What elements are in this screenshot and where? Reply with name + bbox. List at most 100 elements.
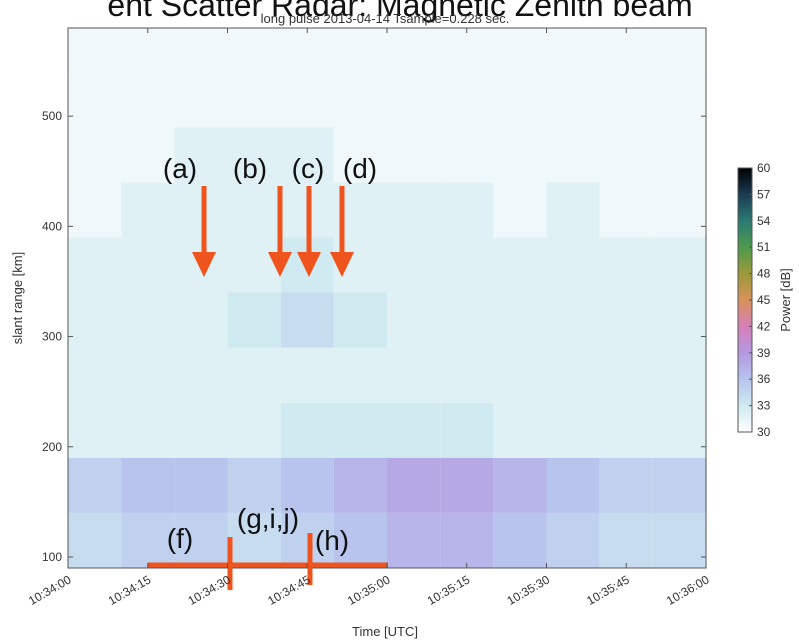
heatmap-cell	[174, 127, 228, 183]
heatmap-cell	[493, 72, 547, 128]
heatmap-cell	[440, 127, 494, 183]
chart-title: ent Scatter Radar: Magnetic Zenith beam	[107, 0, 692, 23]
heatmap-cell	[387, 292, 441, 348]
arrow-head	[330, 252, 354, 277]
heatmap-cell	[440, 237, 494, 293]
annotation-label: (f)	[167, 523, 193, 554]
heatmap-cell	[227, 127, 281, 183]
y-axis-label: slant range [km]	[10, 252, 25, 345]
heatmap-cell	[121, 292, 175, 348]
heatmap-cell	[174, 182, 228, 238]
heatmap-cell	[68, 237, 122, 293]
y-tick-label: 500	[42, 109, 62, 123]
heatmap-cell	[121, 127, 175, 183]
heatmap-cell	[227, 402, 281, 458]
heatmap-cell	[333, 292, 387, 348]
y-tick-label: 400	[42, 219, 62, 233]
heatmap-cell	[68, 182, 122, 238]
heatmap-cell	[493, 292, 547, 348]
heatmap-cell	[652, 512, 706, 568]
heatmap-cell	[121, 28, 175, 73]
colorbar-tick-label: 42	[757, 319, 771, 333]
heatmap-cell	[440, 292, 494, 348]
heatmap-cell	[546, 72, 600, 128]
heatmap-cell	[333, 402, 387, 458]
heatmap-cell	[174, 292, 228, 348]
x-axis-label: Time [UTC]	[352, 624, 418, 639]
heatmap-cell	[68, 512, 122, 568]
heatmap-cell	[599, 457, 653, 513]
heatmap-cell	[387, 127, 441, 183]
heatmap-cell	[652, 292, 706, 348]
x-tick-label: 10:35:45	[584, 572, 632, 608]
colorbar-tick-label: 54	[757, 214, 771, 228]
heatmap-cell	[652, 127, 706, 183]
x-tick-label: 10:36:00	[664, 572, 712, 608]
heatmap-cell	[227, 457, 281, 513]
colorbar-tick-label: 45	[757, 293, 771, 307]
heatmap-cell	[227, 292, 281, 348]
heatmap-cell	[493, 237, 547, 293]
y-tick-label: 100	[42, 550, 62, 564]
x-tick-label: 10:34:45	[265, 572, 313, 608]
heatmap-cell	[599, 182, 653, 238]
heatmap-cell	[121, 182, 175, 238]
x-tick-label: 10:35:15	[425, 572, 473, 608]
heatmap-cell	[280, 292, 334, 348]
heatmap-cell	[68, 292, 122, 348]
heatmap-cell	[652, 237, 706, 293]
heatmap-cell	[333, 72, 387, 128]
heatmap-cell	[599, 347, 653, 403]
heatmap-cell	[174, 512, 228, 568]
heatmap-cell	[493, 182, 547, 238]
x-tick-label: 10:35:00	[345, 572, 393, 608]
heatmap-cell	[493, 347, 547, 403]
heatmap-cell	[387, 347, 441, 403]
heatmap-cell	[599, 72, 653, 128]
heatmap-cell	[546, 127, 600, 183]
heatmap-cell	[387, 512, 441, 568]
heatmap-cell	[546, 512, 600, 568]
x-tick-label: 10:34:15	[106, 572, 154, 608]
heatmap-cell	[493, 457, 547, 513]
heatmap-cell	[546, 292, 600, 348]
heatmap-cell	[227, 182, 281, 238]
colorbar-tick-label: 33	[757, 399, 771, 413]
heatmap-cell	[280, 402, 334, 458]
heatmap-cell	[387, 237, 441, 293]
heatmap-cell	[546, 347, 600, 403]
heatmap-cell	[546, 28, 600, 73]
heatmap-cell	[546, 402, 600, 458]
heatmap-cell	[174, 72, 228, 128]
arrow-heads	[192, 252, 354, 277]
heatmap-cell	[493, 28, 547, 73]
heatmap-cell	[440, 28, 494, 73]
heatmap-cell	[599, 237, 653, 293]
colorbar-tick-label: 48	[757, 267, 771, 281]
heatmap-cell	[493, 512, 547, 568]
annotation-label: (a)	[163, 153, 197, 184]
annotation-label: (d)	[343, 153, 377, 184]
heatmap-cell	[68, 72, 122, 128]
heatmap-cell	[68, 28, 122, 73]
colorbar-tick-label: 60	[757, 161, 771, 175]
heatmap-cell	[174, 402, 228, 458]
heatmap-cell	[546, 182, 600, 238]
heatmap-cell	[121, 512, 175, 568]
y-tick-label: 200	[42, 440, 62, 454]
heatmap-cell	[121, 457, 175, 513]
heatmap-cell	[333, 347, 387, 403]
heatmap-cell	[280, 28, 334, 73]
heatmap-cell	[599, 402, 653, 458]
heatmap-cell	[68, 347, 122, 403]
x-tick-label: 10:34:00	[26, 572, 74, 608]
annotation-label: (c)	[292, 153, 325, 184]
heatmap-cell	[440, 457, 494, 513]
heatmap-cell	[387, 182, 441, 238]
heatmap-cell	[440, 347, 494, 403]
heatmap-cell	[387, 72, 441, 128]
heatmap-cell	[68, 127, 122, 183]
heatmap-cell	[174, 457, 228, 513]
x-tick-label: 10:34:30	[186, 572, 234, 608]
